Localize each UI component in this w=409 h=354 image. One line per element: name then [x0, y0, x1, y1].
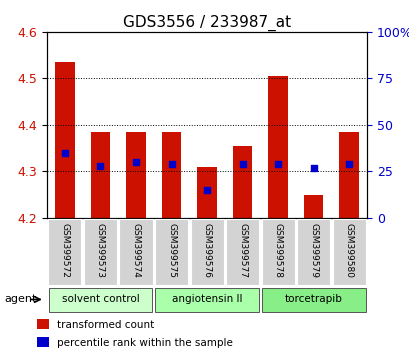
- Bar: [190, 219, 223, 285]
- Text: GSM399580: GSM399580: [344, 223, 353, 278]
- Bar: [37, 337, 49, 347]
- Bar: [303, 195, 323, 218]
- Bar: [37, 319, 49, 329]
- Bar: [197, 167, 216, 218]
- Bar: [155, 219, 188, 285]
- Point: [61, 150, 68, 155]
- Point: [239, 161, 245, 167]
- Point: [133, 159, 139, 165]
- Text: agent: agent: [4, 294, 36, 304]
- Bar: [155, 288, 258, 312]
- Point: [168, 161, 174, 167]
- Text: angiotensin II: angiotensin II: [171, 295, 242, 304]
- Text: solvent control: solvent control: [61, 295, 139, 304]
- Point: [97, 163, 103, 169]
- Point: [203, 187, 210, 193]
- Bar: [261, 288, 365, 312]
- Text: GSM399576: GSM399576: [202, 223, 211, 278]
- Point: [345, 161, 352, 167]
- Bar: [55, 62, 74, 218]
- Text: GSM399577: GSM399577: [238, 223, 247, 278]
- Bar: [232, 146, 252, 218]
- Bar: [332, 219, 365, 285]
- Bar: [48, 288, 152, 312]
- Point: [310, 165, 316, 170]
- Title: GDS3556 / 233987_at: GDS3556 / 233987_at: [123, 14, 290, 30]
- Text: torcetrapib: torcetrapib: [284, 295, 342, 304]
- Bar: [161, 132, 181, 218]
- Bar: [126, 132, 146, 218]
- Bar: [119, 219, 152, 285]
- Text: percentile rank within the sample: percentile rank within the sample: [57, 338, 233, 348]
- Bar: [48, 219, 81, 285]
- Point: [274, 161, 281, 167]
- Text: GSM399573: GSM399573: [96, 223, 105, 278]
- Text: GSM399578: GSM399578: [273, 223, 282, 278]
- Bar: [339, 132, 358, 218]
- Bar: [84, 219, 117, 285]
- Bar: [267, 76, 287, 218]
- Bar: [297, 219, 329, 285]
- Text: GSM399574: GSM399574: [131, 223, 140, 278]
- Bar: [225, 219, 258, 285]
- Text: transformed count: transformed count: [57, 320, 154, 330]
- Text: GSM399572: GSM399572: [60, 223, 69, 278]
- Bar: [90, 132, 110, 218]
- Text: GSM399579: GSM399579: [308, 223, 317, 278]
- Text: GSM399575: GSM399575: [166, 223, 175, 278]
- Bar: [261, 219, 294, 285]
